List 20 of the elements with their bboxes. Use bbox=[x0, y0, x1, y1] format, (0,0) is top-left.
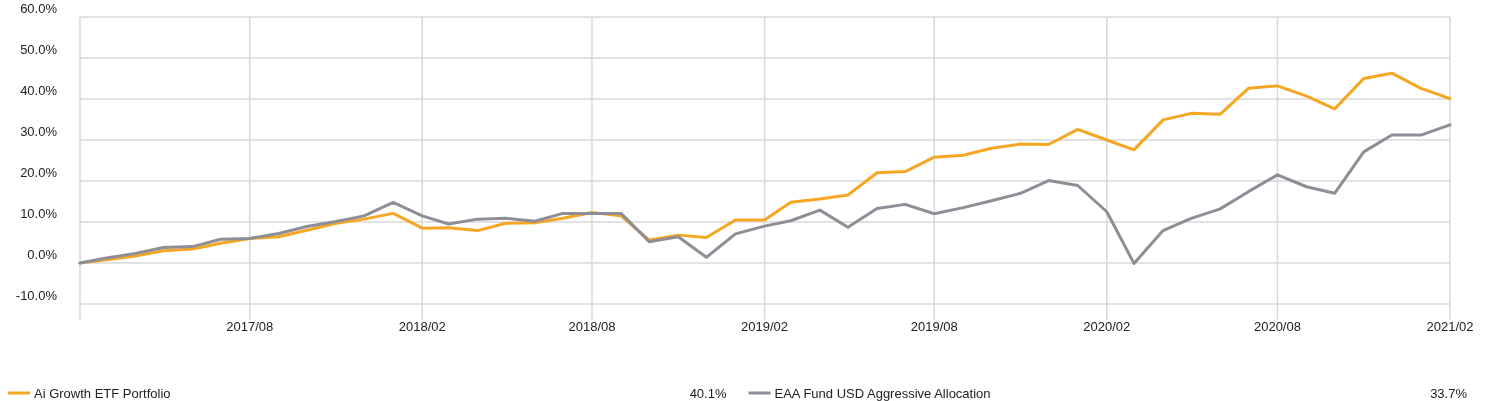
x-tick-label: 2018/02 bbox=[398, 319, 446, 334]
x-tick-label: 2020/02 bbox=[1083, 319, 1131, 334]
y-tick-label: -10.0% bbox=[15, 288, 58, 303]
x-tick-label: 2017/08 bbox=[226, 319, 274, 334]
y-tick-label: 10.0% bbox=[20, 206, 58, 221]
x-tick-label: 2021/02 bbox=[1426, 319, 1474, 334]
x-tick-label: 2019/08 bbox=[910, 319, 958, 334]
y-tick-label: 40.0% bbox=[20, 83, 58, 98]
x-tick-label: 2018/08 bbox=[568, 319, 616, 334]
y-tick-label: 20.0% bbox=[20, 165, 58, 180]
y-tick-label: 50.0% bbox=[20, 42, 58, 57]
legend-label: Ai Growth ETF Portfolio bbox=[34, 386, 171, 401]
text: 40.1% bbox=[689, 386, 727, 401]
y-tick-label: 60.0% bbox=[20, 1, 58, 16]
text: 33.7% bbox=[1430, 386, 1468, 401]
y-tick-label: 30.0% bbox=[20, 124, 58, 139]
legend-label: EAA Fund USD Aggressive Allocation bbox=[774, 386, 991, 401]
x-tick-label: 2019/02 bbox=[741, 319, 789, 334]
x-tick-label: 2020/08 bbox=[1253, 319, 1301, 334]
y-tick-label: 0.0% bbox=[27, 247, 58, 262]
